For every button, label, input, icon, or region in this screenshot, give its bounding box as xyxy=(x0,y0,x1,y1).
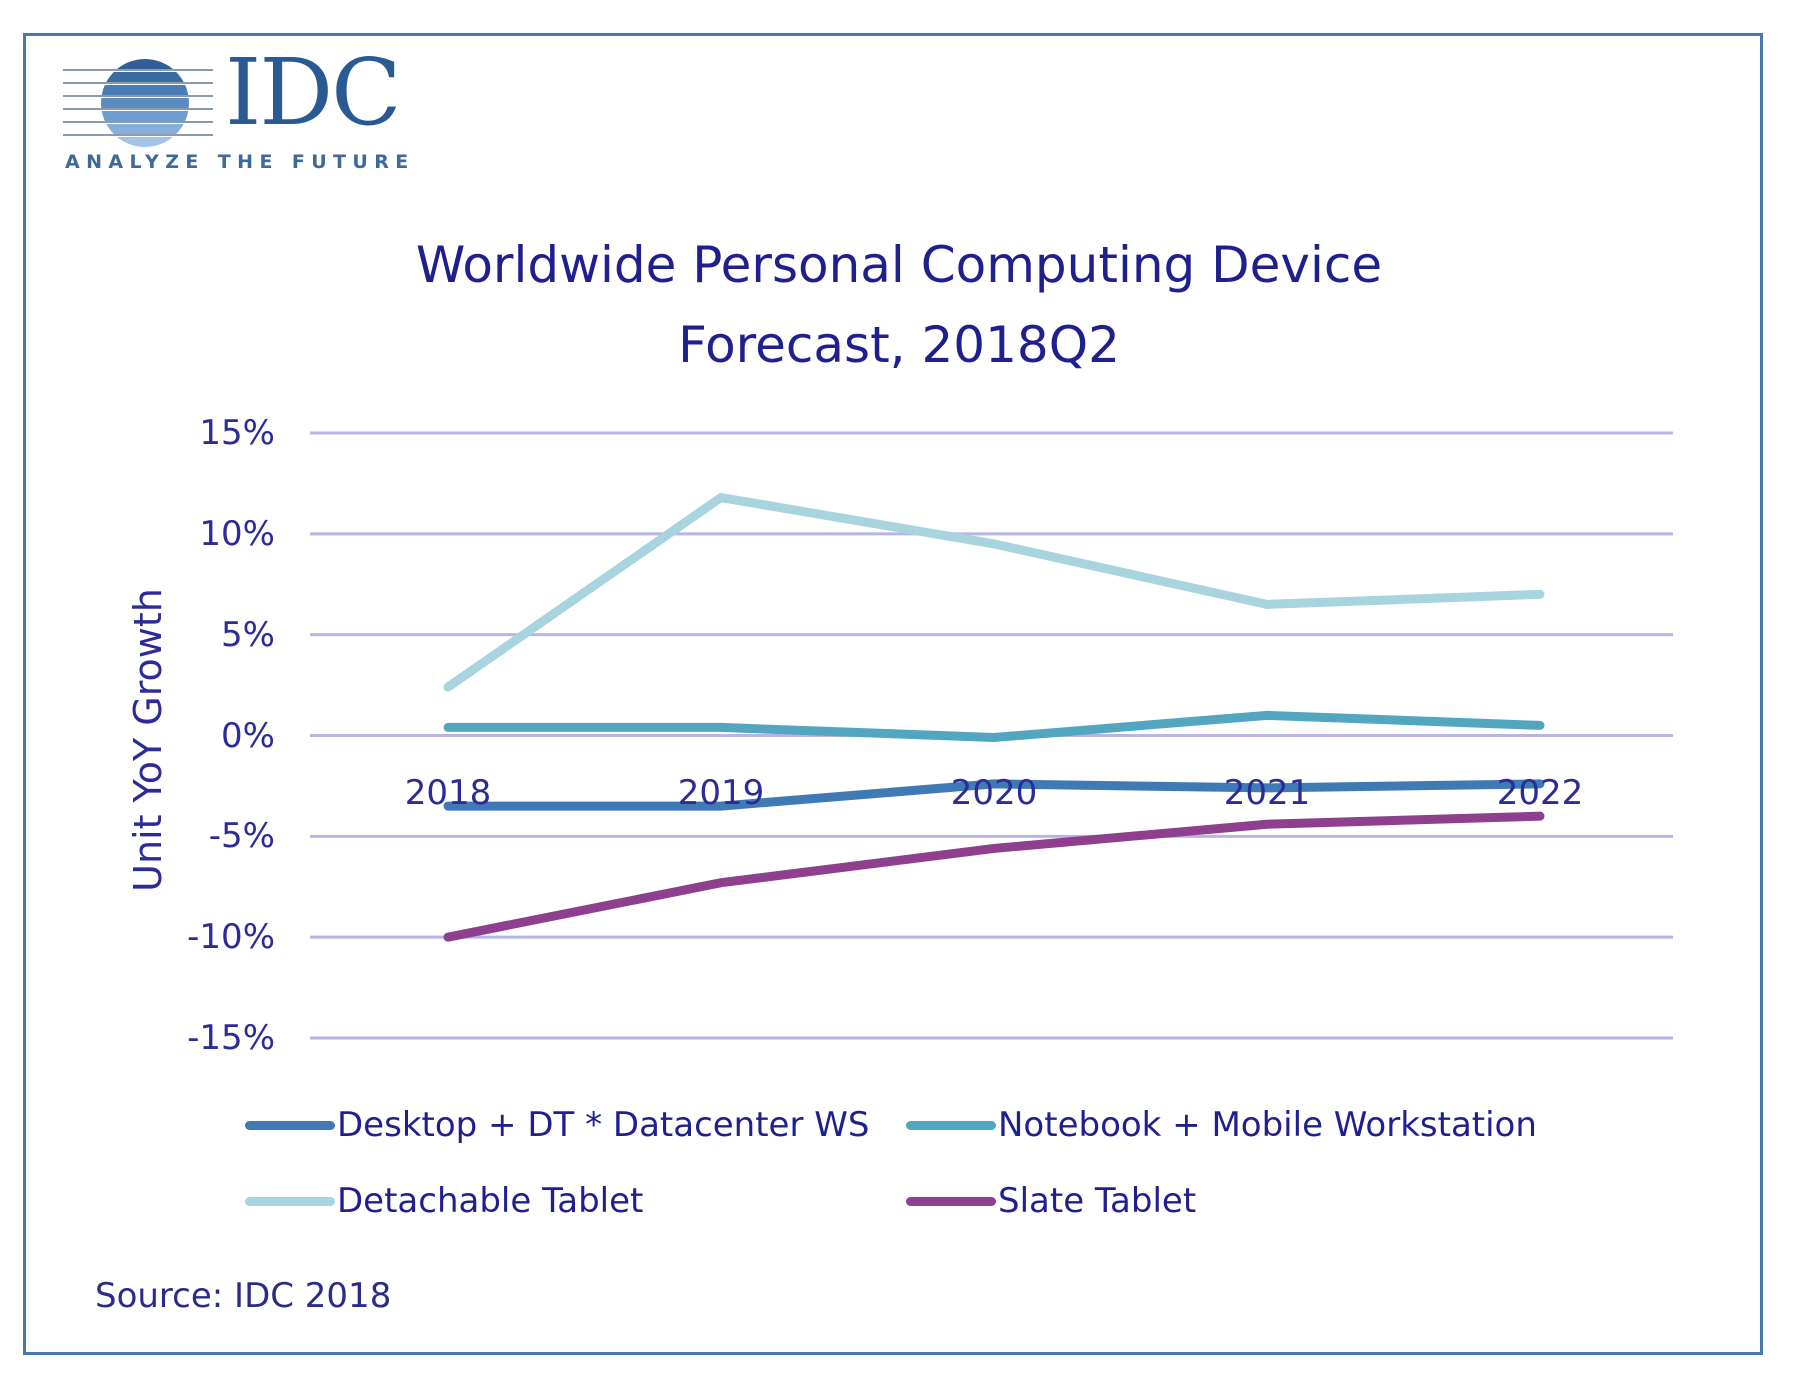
chart-title-line-2: Forecast, 2018Q2 xyxy=(678,316,1120,374)
series-line-slate-tablet xyxy=(443,811,1545,942)
idc-logo: IDC ANALYZE THE FUTURE xyxy=(63,47,433,175)
x-tick-label: 2020 xyxy=(950,772,1038,813)
legend-item: Detachable Tablet xyxy=(245,1176,643,1226)
x-tick-label: 2022 xyxy=(1496,772,1584,813)
y-tick-label: 0% xyxy=(221,715,275,756)
idc-wordmark: IDC xyxy=(225,39,401,146)
source-note: Source: IDC 2018 xyxy=(95,1276,392,1316)
legend-item: Desktop + DT * Datacenter WS xyxy=(245,1100,869,1150)
legend-label: Notebook + Mobile Workstation xyxy=(998,1105,1537,1145)
x-tick-label: 2021 xyxy=(1223,772,1311,813)
series-line-detachable-tablet xyxy=(443,493,1545,692)
x-tick-label: 2019 xyxy=(677,772,765,813)
legend-swatch xyxy=(906,1196,996,1206)
y-tick-label: -5% xyxy=(208,816,275,857)
idc-tagline: ANALYZE THE FUTURE xyxy=(65,151,415,173)
y-tick-label: -15% xyxy=(187,1018,275,1058)
legend-label: Slate Tablet xyxy=(998,1181,1197,1221)
y-tick-label: -10% xyxy=(187,917,275,958)
x-tick-label: 2018 xyxy=(404,772,492,813)
legend-swatch xyxy=(245,1120,335,1130)
y-tick-label: 15% xyxy=(199,413,275,453)
legend-swatch xyxy=(906,1120,996,1130)
legend-item: Notebook + Mobile Workstation xyxy=(906,1100,1537,1150)
idc-globe-icon xyxy=(63,59,213,147)
legend-label: Detachable Tablet xyxy=(337,1181,644,1221)
y-tick-label: 5% xyxy=(221,614,275,655)
chart-title-line-1: Worldwide Personal Computing Device xyxy=(415,236,1383,294)
legend-swatch xyxy=(245,1196,335,1206)
legend-item: Slate Tablet xyxy=(906,1176,1196,1226)
y-tick-label: 10% xyxy=(199,513,275,554)
chart-frame xyxy=(23,33,1763,1355)
legend-label: Desktop + DT * Datacenter WS xyxy=(337,1105,870,1145)
